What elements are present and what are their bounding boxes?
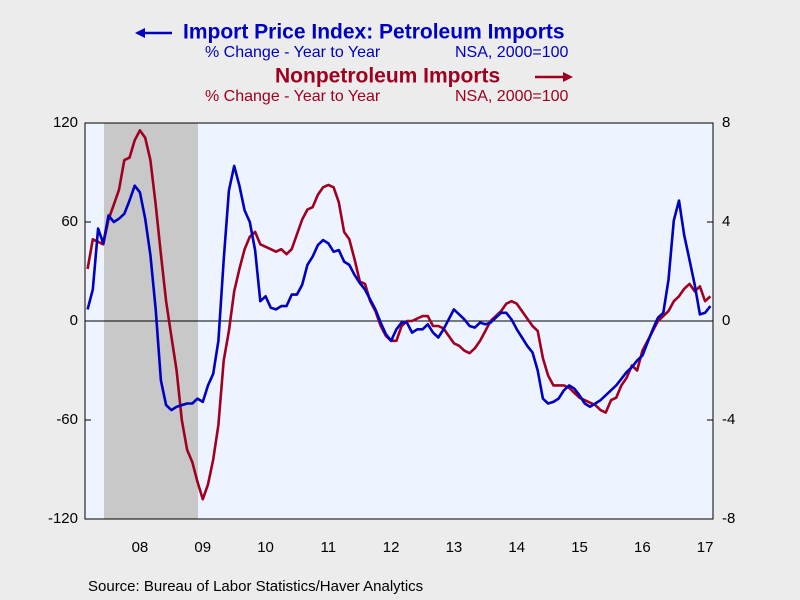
subtitle-petroleum-base: NSA, 2000=100 [455,44,569,61]
x-tick-label: 14 [508,539,525,556]
source: Source: Bureau of Labor Statistics/Haver… [88,578,423,595]
x-tick-label: 11 [321,539,337,556]
x-tick-label: 15 [571,539,588,556]
y2-tick-label: -4 [722,411,735,428]
y-tick-label: -60 [56,411,78,428]
series-line [86,164,712,412]
x-tick-label: 16 [634,539,651,556]
subtitle-nonpetroleum: % Change - Year to Year [205,88,381,105]
arrow-left-head [135,28,145,38]
x-tick-label: 12 [383,539,400,556]
x-tick-label: 10 [257,539,274,556]
title-nonpetroleum: Nonpetroleum Imports [275,65,500,88]
y-tick-label: 0 [70,312,78,329]
y-tick-label: 120 [53,114,78,131]
x-tick-label: 13 [446,539,463,556]
y2-tick-label: 8 [722,114,730,131]
y2-tick-label: 0 [722,312,730,329]
x-tick-label: 17 [697,539,714,556]
title-petroleum: Import Price Index: Petroleum Imports [183,21,565,44]
subtitle-nonpetroleum-base: NSA, 2000=100 [455,88,569,105]
y2-tick-label: 4 [722,213,730,230]
series-line [86,129,712,501]
arrow-right-head [563,72,573,82]
x-tick-label: 09 [194,539,211,556]
y2-tick-label: -8 [722,510,735,527]
x-tick-label: 08 [132,539,149,556]
subtitle-petroleum: % Change - Year to Year [205,44,381,61]
y-tick-label: 60 [61,213,78,230]
y-tick-label: -120 [48,510,78,527]
